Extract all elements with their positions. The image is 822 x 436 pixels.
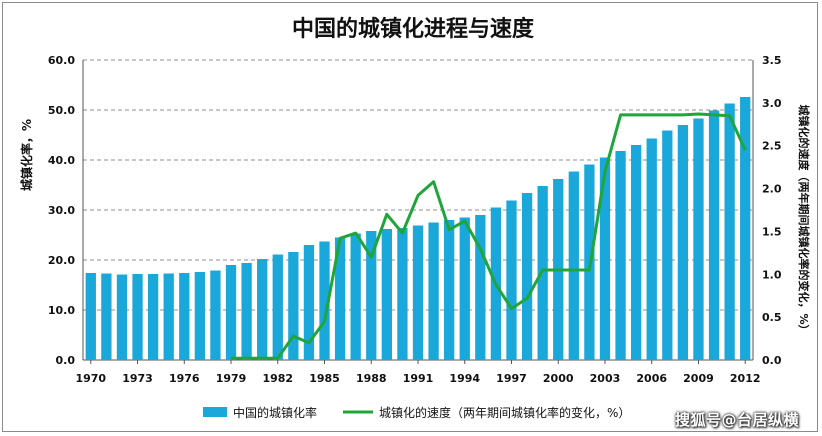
x-tick-label: 1982 (262, 372, 293, 385)
bar (225, 265, 237, 360)
y-left-tick-label: 30.0 (48, 204, 75, 217)
y-left-tick-label: 40.0 (48, 154, 75, 167)
x-tick-label: 1994 (449, 372, 480, 385)
bar (677, 125, 689, 360)
x-tick-label: 1976 (169, 372, 200, 385)
bar (444, 220, 455, 360)
chart-title: 中国的城镇化进程与速度 (292, 16, 535, 42)
bar (210, 270, 221, 360)
x-tick-label: 2012 (730, 372, 761, 385)
x-tick-label: 2009 (683, 372, 714, 385)
y-right-tick-label: 3.5 (762, 54, 782, 67)
bar (194, 272, 206, 360)
bar (397, 228, 408, 360)
y-right-tick-label: 1.0 (762, 268, 782, 281)
bar (241, 263, 252, 360)
x-tick-label: 2006 (636, 372, 667, 385)
y-right-tick-label: 2.0 (762, 183, 782, 196)
bar (568, 171, 579, 360)
y-right-tick-label: 2.5 (762, 140, 782, 153)
x-tick-label: 1979 (216, 372, 247, 385)
bar (475, 215, 486, 360)
plot-area: 0.0 10.0 20.0 30.0 40.0 50.0 60.0 0.0 0.5 1.0 1.5 2… (19, 54, 811, 385)
bar (334, 237, 346, 360)
bar (101, 273, 112, 360)
legend-label-bars: 中国的城镇化率 (233, 405, 317, 420)
y-left-tick-label: 10.0 (48, 304, 75, 317)
legend: 中国的城镇化率 城镇化的速度（两年期间城镇化率的变化，%） (203, 405, 630, 420)
speed-line (231, 112, 747, 360)
bar (412, 225, 424, 360)
bar (615, 151, 626, 360)
y-right-tick-label: 3.0 (762, 97, 782, 110)
bar (459, 217, 470, 360)
chart-frame: 中国的城镇化进程与速度 0.0 10.0 20.0 30.0 40.0 50.0 60.0 0… (2, 2, 818, 432)
x-tick-label: 1985 (309, 372, 340, 385)
bar (708, 110, 720, 360)
bar (163, 273, 174, 360)
bar (272, 254, 283, 360)
bar (646, 138, 657, 360)
y-right-tick-label: 0.0 (762, 354, 782, 367)
bar (350, 233, 361, 360)
y-left-tick-label: 0.0 (56, 354, 76, 367)
bar (85, 273, 96, 360)
bar (599, 157, 611, 360)
bar (303, 245, 315, 360)
bar (288, 252, 299, 360)
x-tick-label: 2000 (543, 372, 574, 385)
bar (630, 145, 642, 360)
bar (521, 193, 533, 360)
x-tick-label: 1988 (356, 372, 387, 385)
bar (257, 259, 268, 360)
bar (179, 273, 190, 360)
bar (319, 241, 330, 360)
y-right-tick-label: 0.5 (762, 311, 782, 324)
watermark-text: 搜狐号@台居纵横 (675, 411, 800, 429)
bar (147, 274, 159, 360)
bar (506, 200, 517, 360)
y-left-tick-label: 60.0 (48, 54, 75, 67)
bar (724, 103, 735, 360)
legend-label-line: 城镇化的速度（两年期间城镇化率的变化，%） (379, 405, 630, 420)
bar (693, 118, 704, 360)
y-right-axis-title: 城镇化的速度（两年期间城镇化率的变化，%） (797, 104, 811, 335)
bar (381, 229, 392, 360)
y-right-tick-label: 1.5 (762, 225, 782, 238)
bar (662, 130, 673, 360)
bar (116, 274, 128, 360)
x-tick-label: 1991 (403, 372, 434, 385)
x-tick-label: 1970 (75, 372, 106, 385)
x-tick-label: 2003 (590, 372, 621, 385)
bar (428, 222, 439, 360)
bar (740, 97, 751, 360)
legend-swatch-bars (203, 407, 227, 417)
y-left-axis-title: 城镇化率，% (19, 119, 34, 191)
y-left-tick-label: 50.0 (48, 104, 75, 117)
x-tick-label: 1973 (122, 372, 153, 385)
bar (132, 274, 143, 360)
chart-svg: 中国的城镇化进程与速度 0.010.020.030.040.050.060.00… (19, 16, 811, 420)
bar (366, 231, 377, 360)
y-left-tick-label: 20.0 (48, 254, 75, 267)
x-tick-label: 1997 (496, 372, 527, 385)
